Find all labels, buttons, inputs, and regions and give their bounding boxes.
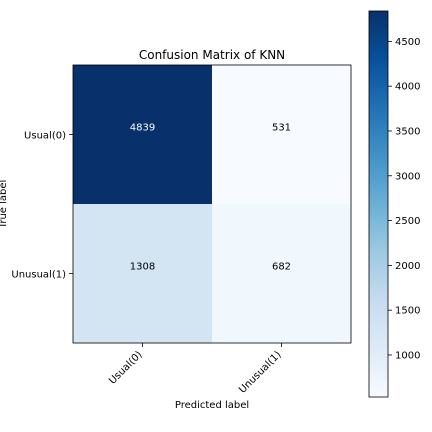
heatmap-cell [212,204,352,344]
heatmap-cells: 4839 531 1308 682 [73,65,352,344]
colorbar-tick-label: 1000 [395,350,420,361]
colorbar [368,10,389,398]
cell-value-label: 4839 [130,123,155,134]
y-tick-labels: Usual(0) Unusual(1) [11,131,73,281]
colorbar-ticks: 1000 1500 2000 2500 3000 3500 4000 4500 [388,37,420,361]
colorbar-tick-label: 2500 [395,216,420,227]
heatmap-cell [73,204,213,344]
cell-value-label: 1308 [130,262,155,273]
plot-frame [72,64,352,344]
x-tick-label: Unusual(1) [237,349,283,395]
heatmap-cell [73,65,213,205]
colorbar-tick-label: 3000 [395,171,420,182]
heatmap-cell [212,65,352,205]
x-tick-label: Usual(0) [107,349,145,387]
colorbar-tick-label: 2000 [395,261,420,272]
colorbar-tick-label: 4500 [395,37,420,48]
y-axis-label: True label [0,180,9,230]
colorbar-tick-label: 4000 [395,82,420,93]
y-tick-label: Usual(0) [24,131,66,142]
cell-value-label: 682 [272,262,291,273]
cell-value-label: 531 [272,123,291,134]
chart-title: Confusion Matrix of KNN [139,48,285,62]
x-tick-labels: Usual(0) Unusual(1) [107,343,284,396]
colorbar-tick-label: 3500 [395,126,420,137]
x-axis-label: Predicted label [175,400,249,411]
colorbar-tick-label: 1500 [395,306,420,317]
y-tick-label: Unusual(1) [11,270,66,281]
